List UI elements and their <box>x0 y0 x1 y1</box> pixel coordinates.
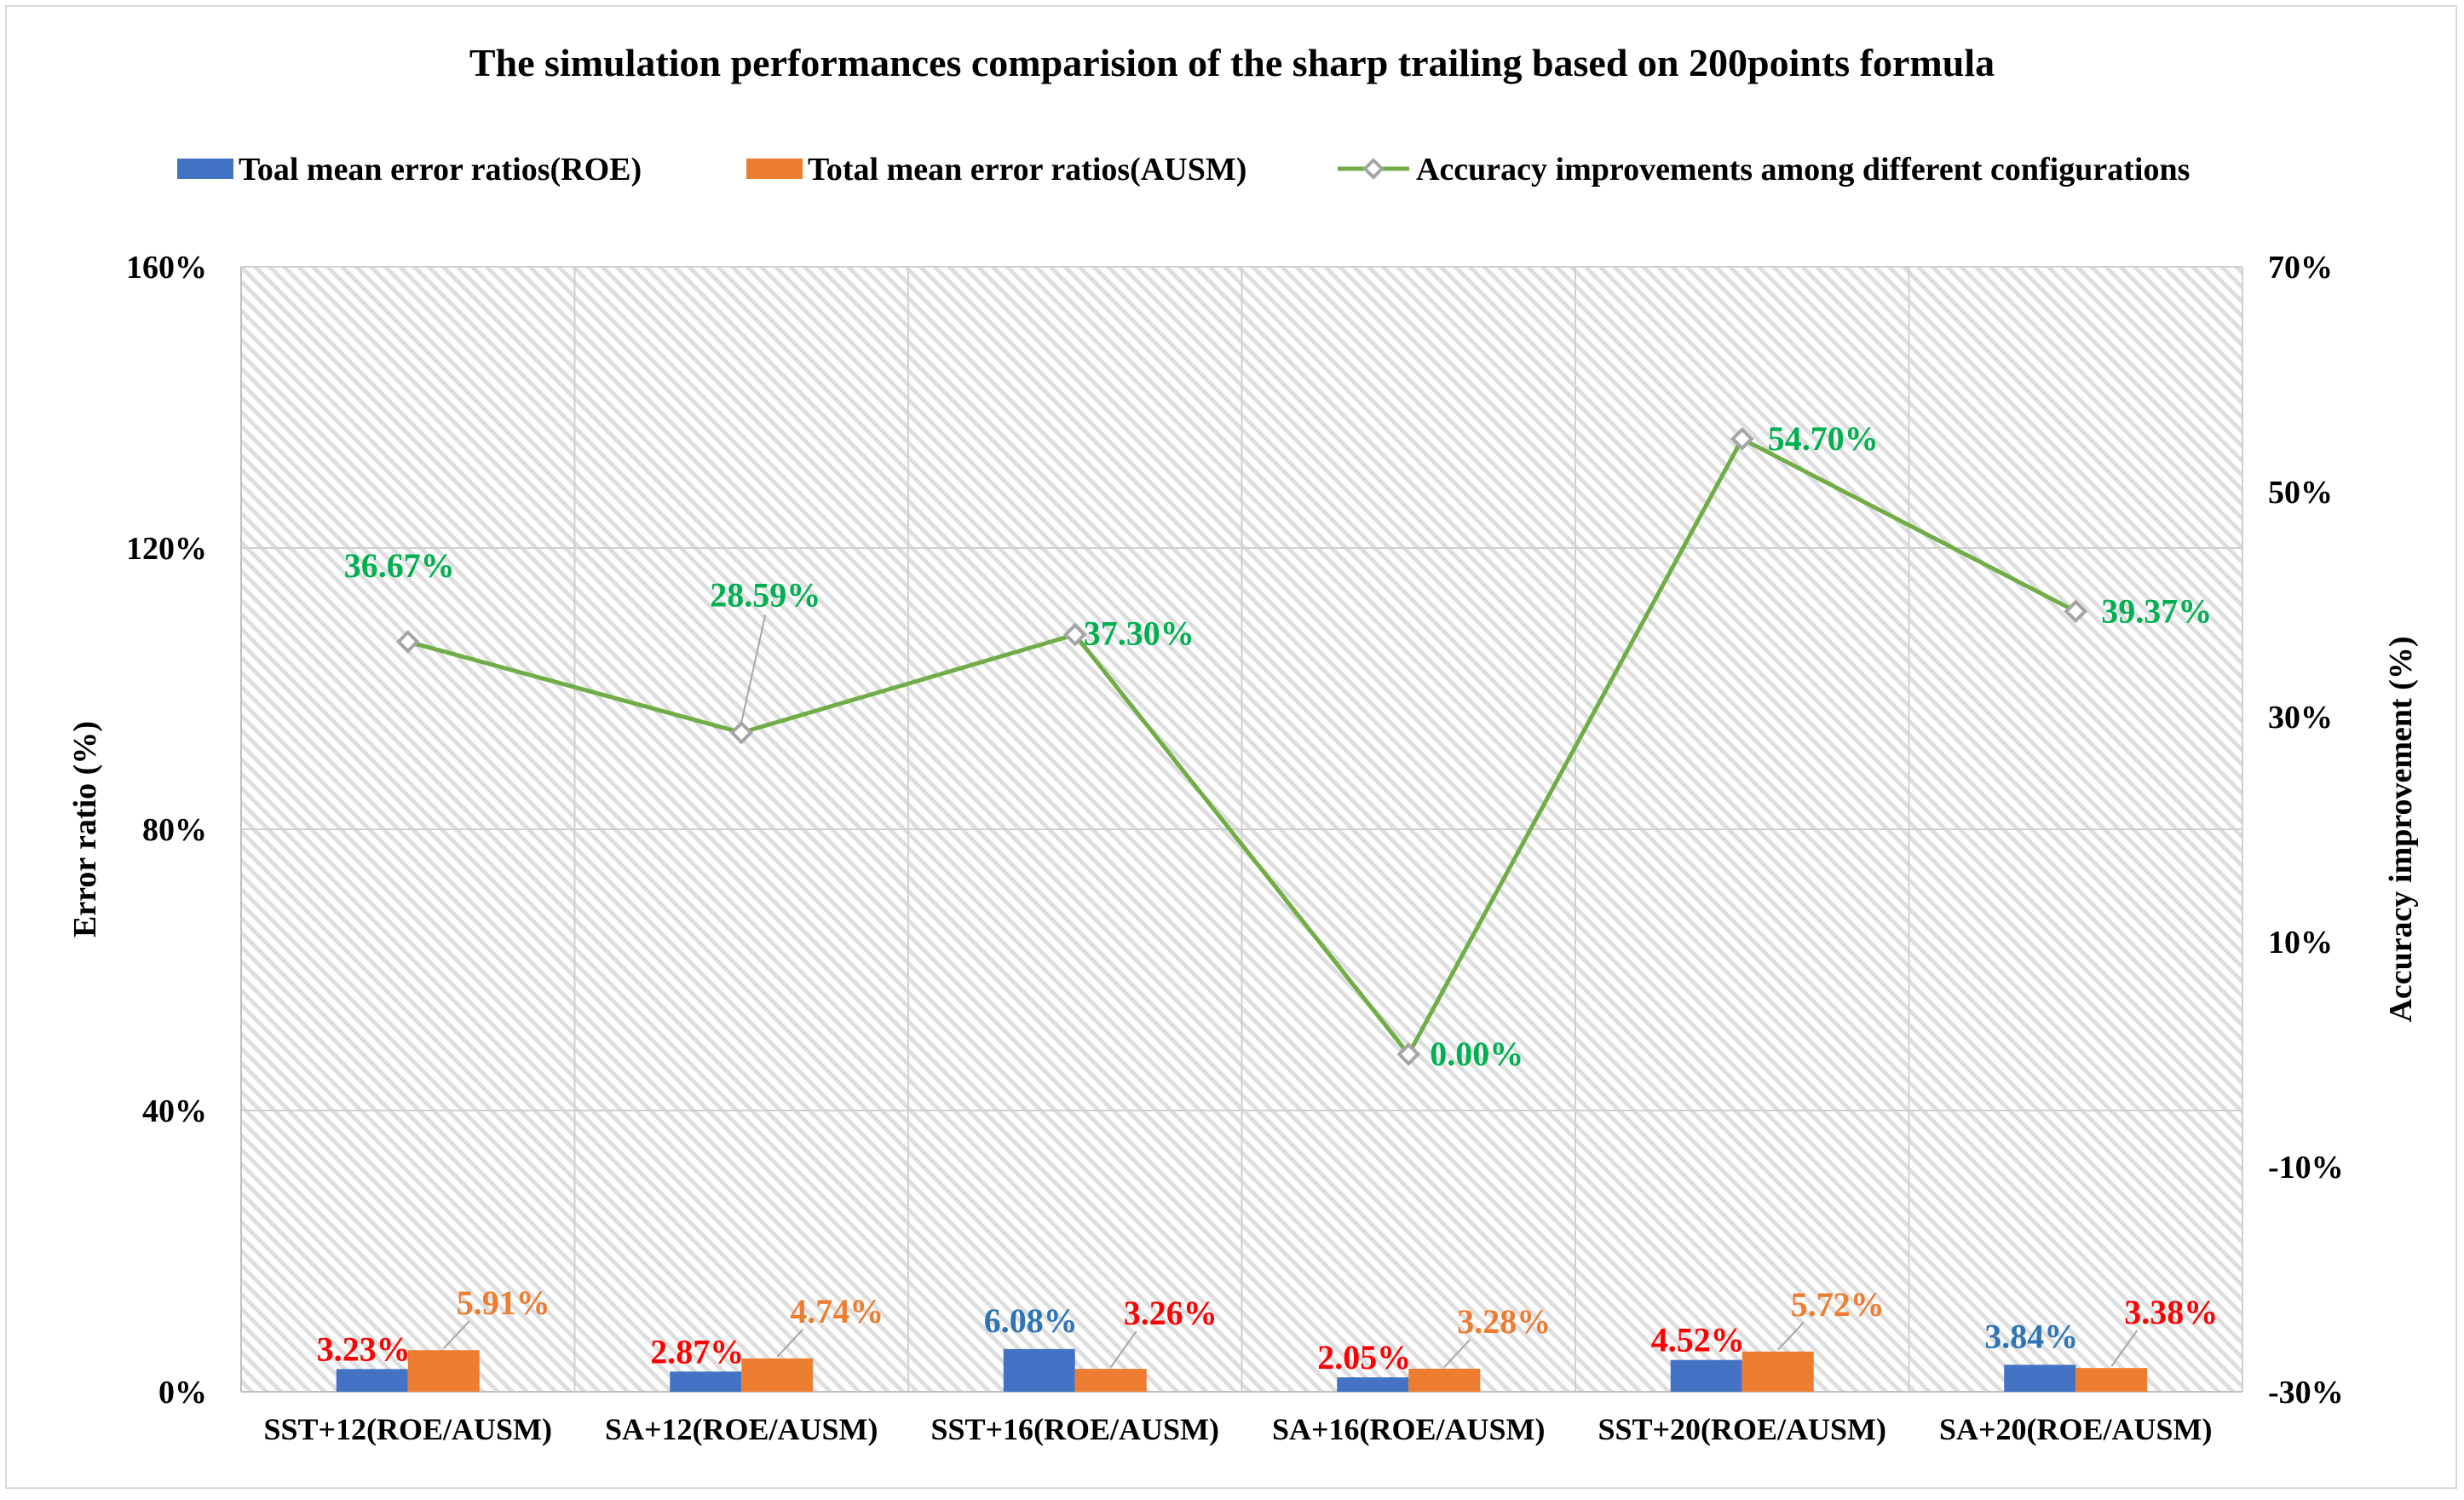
y2-tick-label: 70% <box>2268 250 2333 286</box>
x-tick-label: SA+12(ROE/AUSM) <box>605 1412 878 1446</box>
bar-label-ausm: 5.91% <box>457 1284 550 1322</box>
bar-label-leader <box>443 1320 470 1349</box>
legend-label-roe: Toal mean error ratios(ROE) <box>239 152 642 188</box>
axes: 0% 40% 80% 120% 160% -30% -10% 10% 30% 50% 70% SST+… <box>126 250 2344 1446</box>
bar-label-leader <box>1109 1330 1137 1368</box>
legend-swatch-roe <box>177 159 233 179</box>
line-label: 28.59% <box>710 576 820 614</box>
legend-label-ausm: Total mean error ratios(AUSM) <box>808 152 1246 188</box>
bar-label-ausm: 5.72% <box>1791 1285 1885 1324</box>
legend-marker-accuracy <box>1362 158 1385 180</box>
bar-label-roe: 3.84% <box>1984 1317 2078 1355</box>
x-tick-label: SA+20(ROE/AUSM) <box>1939 1412 2213 1446</box>
bar-label-ausm: 3.38% <box>2124 1293 2218 1331</box>
bar-roe <box>1670 1359 1742 1392</box>
bar-roe <box>1003 1348 1075 1392</box>
leader-lines <box>443 614 2139 1368</box>
y-tick-label: 160% <box>126 250 207 286</box>
bar-label-leader <box>1777 1322 1805 1351</box>
chart-frame <box>5 5 2457 1489</box>
accuracy-marker <box>1062 622 1087 647</box>
bar-label-ausm: 4.74% <box>790 1292 884 1330</box>
line-label: 37.30% <box>1084 614 1195 653</box>
bar-label-ausm: 3.28% <box>1457 1302 1551 1341</box>
y-tick-label: 0% <box>158 1375 207 1411</box>
line-label: 0.00% <box>1430 1035 1523 1073</box>
accuracy-marker <box>729 720 754 745</box>
legend: Toal mean error ratios(ROE) Total mean er… <box>177 152 2190 188</box>
line-label-leader <box>740 614 767 723</box>
y-tick-label: 80% <box>142 812 207 848</box>
accuracy-marker <box>1396 1042 1421 1066</box>
bar-roe <box>670 1371 742 1392</box>
legend-swatch-ausm <box>746 159 803 179</box>
x-tick-label: SA+16(ROE/AUSM) <box>1272 1412 1546 1446</box>
y-axis-label: Error ratio (%) <box>67 721 103 938</box>
bar-roe <box>336 1369 408 1392</box>
bar-label-roe: 2.87% <box>650 1332 744 1370</box>
accuracy-marker <box>395 630 420 654</box>
bar-label-roe: 6.08% <box>984 1301 1078 1340</box>
legend-label-accuracy: Accuracy improvements among different co… <box>1416 152 2190 188</box>
x-tick-label: SST+16(ROE/AUSM) <box>930 1412 1219 1446</box>
y2-tick-label: -30% <box>2268 1375 2344 1411</box>
bar-label-roe: 4.52% <box>1651 1321 1745 1359</box>
accuracy-line <box>407 436 2077 1059</box>
bar-label-leader <box>1443 1339 1471 1368</box>
accuracy-marker <box>1730 427 1754 451</box>
bar-ausm <box>1074 1369 1147 1392</box>
data-labels: 3.23% 2.87% 6.08% 2.05% 4.52% 3.84% 5.91% 4.74%… <box>317 419 2219 1376</box>
bars <box>336 1348 2148 1392</box>
bar-label-ausm: 3.26% <box>1124 1294 1218 1332</box>
gridlines <box>241 266 2243 1392</box>
bar-ausm <box>741 1358 814 1392</box>
y2-tick-label: -10% <box>2268 1150 2344 1186</box>
y2-tick-label: 50% <box>2268 475 2333 511</box>
y-tick-label: 120% <box>126 531 207 567</box>
bar-ausm <box>407 1350 480 1392</box>
accuracy-marker <box>2064 599 2088 624</box>
bar-label-leader <box>776 1329 803 1358</box>
x-tick-label: SST+20(ROE/AUSM) <box>1598 1412 1886 1446</box>
y-tick-label: 40% <box>142 1093 207 1129</box>
line-label: 54.70% <box>1768 419 1879 458</box>
bar-label-roe: 2.05% <box>1317 1338 1411 1376</box>
chart-title: The simulation performances comparision … <box>469 41 1995 84</box>
bar-label-roe: 3.23% <box>317 1330 411 1368</box>
line-label: 36.67% <box>344 546 455 585</box>
bar-ausm <box>1408 1368 1481 1392</box>
bar-label-leader <box>2110 1330 2139 1367</box>
y2-axis-label: Accuracy improvement (%) <box>2383 636 2419 1022</box>
bar-roe <box>1337 1377 1409 1392</box>
x-tick-label: SST+12(ROE/AUSM) <box>263 1412 552 1446</box>
line-series <box>395 427 2088 1066</box>
bar-ausm <box>2075 1368 2148 1392</box>
bar-roe <box>2004 1364 2076 1392</box>
y2-tick-label: 10% <box>2268 925 2333 961</box>
y2-tick-label: 30% <box>2268 700 2333 736</box>
line-label: 39.37% <box>2101 591 2212 630</box>
bar-ausm <box>1741 1351 1814 1392</box>
